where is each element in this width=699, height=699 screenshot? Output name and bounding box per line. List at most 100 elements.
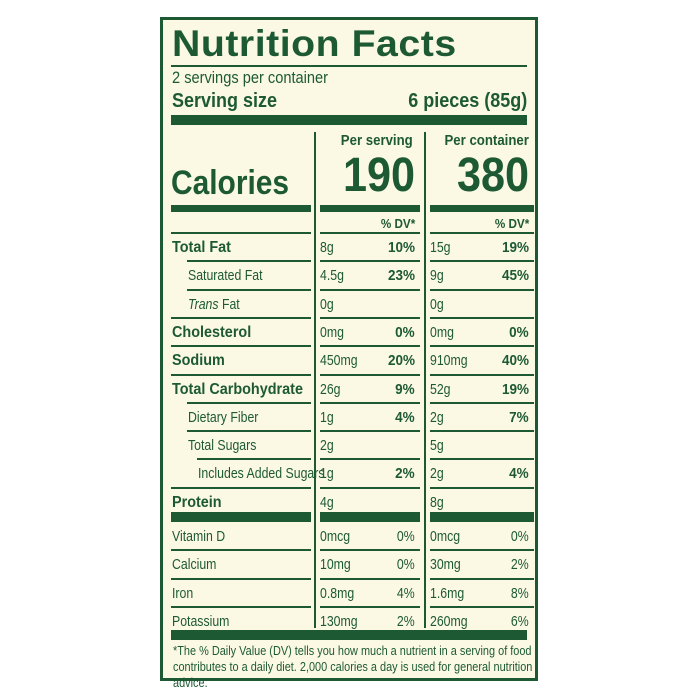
table-row: Saturated Fat 4.5g 23% 9g 45%	[163, 262, 535, 290]
nutrition-facts-label: Nutrition Facts 2 servings per container…	[160, 17, 538, 690]
row-separator	[430, 486, 534, 489]
footnote: *The % Daily Value (DV) tells you how mu…	[173, 643, 533, 690]
container-dv: 19%	[501, 239, 529, 256]
serving-amount: 130mg	[320, 612, 358, 630]
table-row: Cholesterol 0mg 0% 0mg 0%	[163, 319, 535, 347]
serving-dv: 0%	[397, 556, 415, 574]
calories-per-serving: 190	[342, 149, 415, 202]
container-dv: 4%	[509, 465, 529, 483]
row-separator	[171, 373, 311, 376]
table-row: Calcium 10mg 0% 30mg 2%	[163, 551, 535, 579]
serving-dv: 0%	[397, 528, 415, 545]
row-separator	[320, 577, 420, 580]
row-separator	[430, 577, 534, 580]
container-amount: 30mg	[430, 556, 461, 574]
serving-amount: 0mcg	[320, 528, 351, 545]
trans-italic: Trans	[188, 295, 219, 313]
row-separator	[320, 288, 420, 291]
calories-bar-left	[171, 205, 311, 212]
table-row: Protein 4g 8g	[163, 489, 535, 517]
nutrient-name: Calcium	[172, 556, 217, 574]
serving-amount: 10mg	[320, 556, 351, 574]
serving-dv: 4%	[395, 408, 415, 426]
serving-amount: 0g	[320, 295, 334, 313]
container-amount: 0mcg	[430, 528, 461, 545]
per-serving-header: Per serving	[341, 132, 413, 149]
row-separator	[320, 260, 420, 263]
serving-size-bar	[171, 115, 527, 125]
container-dv: 0%	[511, 528, 529, 545]
container-amount: 5g	[430, 437, 444, 455]
serving-amount: 1g	[320, 465, 334, 483]
serving-amount: 8g	[320, 239, 334, 256]
serving-amount: 2g	[320, 437, 334, 455]
container-amount: 0g	[430, 295, 444, 313]
table-row: Total Fat 8g 10% 15g 19%	[163, 234, 535, 262]
serving-dv: 2%	[397, 612, 415, 630]
serving-dv: 2%	[395, 465, 415, 483]
container-amount: 0mg	[430, 323, 454, 341]
container-dv: 0%	[509, 323, 529, 341]
row-separator	[430, 458, 534, 461]
container-amount: 1.6mg	[430, 584, 465, 602]
serving-dv: 23%	[387, 267, 415, 285]
row-separator	[187, 288, 311, 291]
table-row: Trans Fat 0g 0g	[163, 291, 535, 319]
row-separator	[171, 605, 311, 608]
row-separator	[430, 605, 534, 608]
row-separator	[320, 316, 420, 319]
row-separator	[430, 373, 534, 376]
row-separator	[187, 260, 311, 263]
container-amount: 9g	[430, 267, 444, 285]
row-separator	[320, 401, 420, 404]
nutrient-name: Protein	[172, 493, 222, 511]
table-row: Includes Added Sugars 1g 2% 2g 4%	[163, 460, 535, 488]
nutrient-name: Total Carbohydrate	[172, 380, 303, 398]
dv-header-serving: % DV*	[380, 216, 415, 231]
nutrient-name: Dietary Fiber	[188, 408, 259, 426]
nutrient-name: Iron	[172, 584, 194, 602]
container-dv: 2%	[511, 556, 529, 574]
nutrient-name: Includes Added Sugars	[198, 465, 325, 483]
container-amount: 15g	[430, 239, 451, 256]
nutrient-name: Total Sugars	[188, 437, 257, 455]
row-separator	[430, 401, 534, 404]
container-dv: 45%	[501, 267, 529, 285]
row-separator	[430, 316, 534, 319]
container-dv: 7%	[509, 408, 529, 426]
row-separator	[320, 512, 420, 522]
calories-bar-mid	[320, 205, 420, 212]
row-separator	[320, 549, 420, 552]
row-separator	[197, 458, 311, 461]
calories-label: Calories	[171, 164, 290, 202]
table-row: Potassium 130mg 2% 260mg 6%	[163, 608, 535, 636]
table-row: Vitamin D 0mcg 0% 0mcg 0%	[163, 523, 535, 551]
row-separator	[187, 430, 311, 433]
container-amount: 910mg	[430, 352, 468, 370]
row-separator	[430, 232, 534, 234]
nutrient-name: Saturated Fat	[188, 267, 263, 285]
nutrient-name: Trans Fat	[188, 295, 240, 313]
container-amount: 2g	[430, 465, 444, 483]
serving-amount: 26g	[320, 380, 341, 398]
row-separator	[320, 458, 420, 461]
table-row: Iron 0.8mg 4% 1.6mg 8%	[163, 580, 535, 608]
row-separator	[320, 373, 420, 376]
row-separator	[320, 345, 420, 348]
row-separator	[171, 345, 311, 348]
column-divider-2	[424, 132, 426, 628]
row-separator	[171, 316, 311, 319]
nutrient-name: Total Fat	[172, 239, 231, 256]
serving-dv: 10%	[387, 239, 415, 256]
row-separator	[430, 288, 534, 291]
footnote-bar	[171, 630, 527, 640]
row-separator	[171, 486, 311, 489]
row-separator	[430, 345, 534, 348]
container-dv: 40%	[501, 352, 529, 370]
serving-dv: 20%	[387, 352, 415, 370]
row-separator	[171, 232, 311, 234]
row-separator	[320, 605, 420, 608]
row-separator	[430, 512, 534, 522]
table-row: Total Carbohydrate 26g 9% 52g 19%	[163, 376, 535, 404]
table-row: Dietary Fiber 1g 4% 2g 7%	[163, 404, 535, 432]
